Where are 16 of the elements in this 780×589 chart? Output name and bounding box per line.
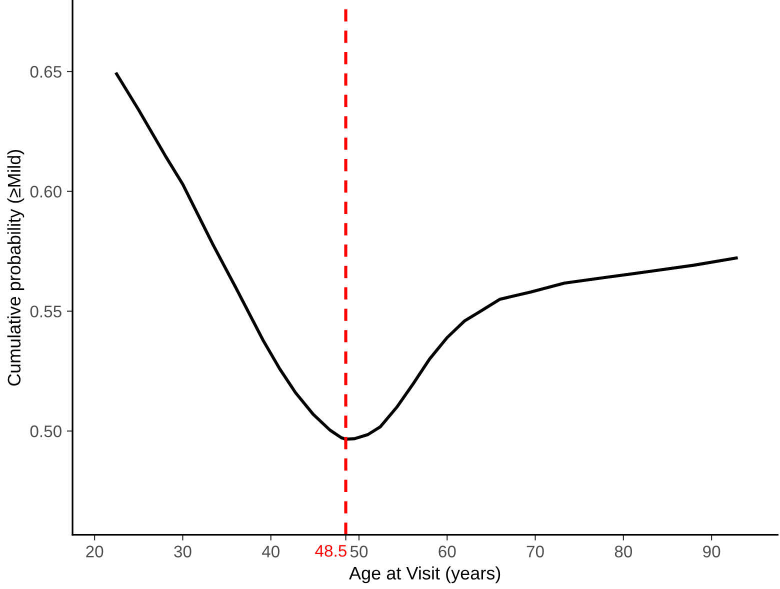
y-tick-label: 0.50 — [30, 425, 62, 438]
x-tick-label: 40 — [262, 546, 280, 558]
y-tick-label: 0.65 — [30, 66, 62, 78]
y-axis-title: Cumulative probability (≥Mild) — [7, 150, 24, 386]
x-tick-label: 70 — [526, 546, 544, 558]
y-tick-label: 0.55 — [30, 306, 62, 318]
x-axis-title: Age at Visit (years) — [349, 566, 500, 584]
ref-line-label: 48.5 — [315, 544, 346, 557]
x-tick-label: 80 — [614, 546, 632, 558]
x-tick-label: 50 — [350, 546, 368, 558]
x-tick-label: 20 — [86, 546, 104, 558]
line-series — [115, 72, 738, 441]
x-tick-label: 30 — [174, 546, 192, 558]
y-tick-label: 0.60 — [30, 186, 62, 198]
x-tick-label: 60 — [438, 546, 456, 558]
x-tick-label: 90 — [703, 546, 720, 558]
